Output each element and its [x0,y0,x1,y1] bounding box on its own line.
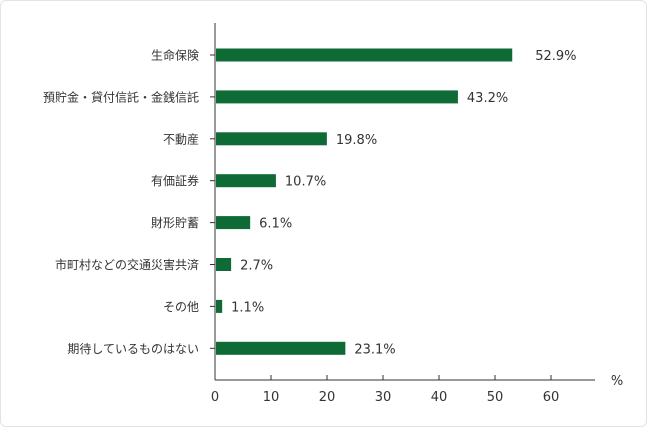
category-label: 不動産 [163,131,199,146]
category-label: 期待しているものはない [67,342,199,356]
value-label: 1.1% [231,300,264,315]
category-label: 預貯金・貸付信託・金銭信託 [43,89,199,104]
bar [216,341,346,355]
category-label: 市町村などの交通災害共済 [55,257,199,272]
bar [216,48,513,62]
x-tick-label: 60 [543,390,560,405]
bar [216,258,232,271]
category-label: その他 [163,300,199,314]
x-tick-label: 0 [211,390,219,405]
bar [216,90,458,104]
x-tick-label: 20 [319,390,336,405]
x-tick-label: 10 [263,390,280,405]
category-label: 有価証券 [151,173,199,188]
bar [216,132,327,146]
category-label: 財形貯蓄 [151,215,199,230]
value-label: 2.7% [240,259,273,274]
value-label: 23.1% [354,342,395,357]
value-label: 6.1% [259,217,292,232]
x-tick-label: 50 [487,390,504,405]
x-axis-unit-label: % [611,374,623,389]
value-label: 10.7% [285,175,326,190]
bar [216,299,223,313]
bar [216,216,251,230]
category-label: 生命保険 [151,48,199,63]
x-tick-label: 40 [431,390,448,405]
value-label: 19.8% [336,133,377,148]
value-label: 43.2% [467,91,508,106]
value-label: 52.9% [535,49,576,64]
bar [216,174,276,188]
x-tick-label: 30 [375,390,392,405]
